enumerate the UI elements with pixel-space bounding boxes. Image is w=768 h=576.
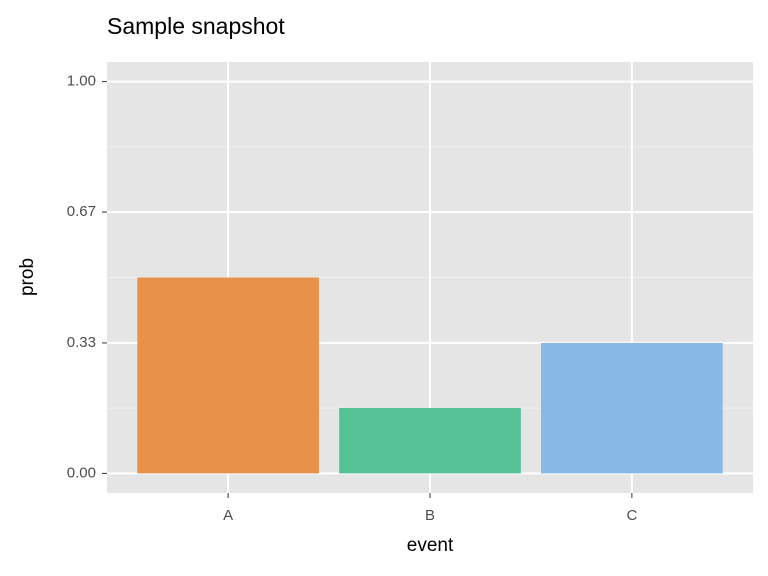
bar [541,342,723,474]
y-tick-label: 0.67 [67,203,96,220]
chart-title: Sample snapshot [107,13,285,39]
y-tick-label: 1.00 [67,73,96,90]
x-tick-label: C [626,507,637,524]
x-tick-label: A [223,507,233,524]
y-tick-label: 0.00 [67,464,96,481]
x-tick-label: B [425,507,435,524]
bar [339,407,521,474]
y-axis-title: prob [17,258,38,296]
bar [137,277,319,474]
x-axis-title: event [407,535,454,556]
y-tick-label: 0.33 [67,334,96,351]
